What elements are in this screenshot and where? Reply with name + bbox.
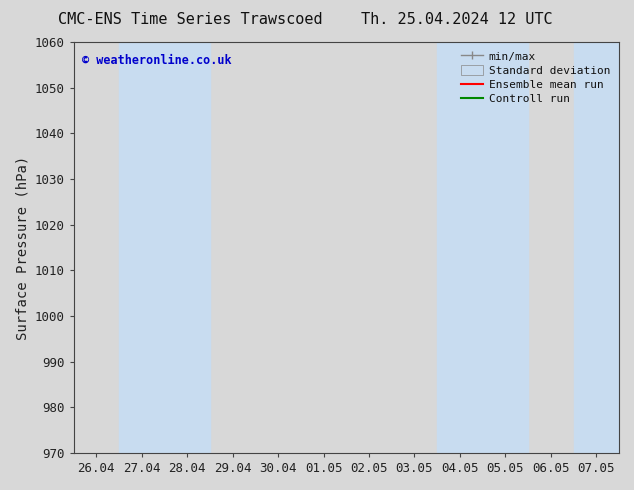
Y-axis label: Surface Pressure (hPa): Surface Pressure (hPa) <box>15 155 29 340</box>
Bar <box>574 42 619 453</box>
Text: Th. 25.04.2024 12 UTC: Th. 25.04.2024 12 UTC <box>361 12 552 27</box>
Text: © weatheronline.co.uk: © weatheronline.co.uk <box>82 54 231 68</box>
Bar <box>119 42 210 453</box>
Bar <box>437 42 528 453</box>
Legend: min/max, Standard deviation, Ensemble mean run, Controll run: min/max, Standard deviation, Ensemble me… <box>458 48 614 107</box>
Text: CMC-ENS Time Series Trawscoed: CMC-ENS Time Series Trawscoed <box>58 12 323 27</box>
